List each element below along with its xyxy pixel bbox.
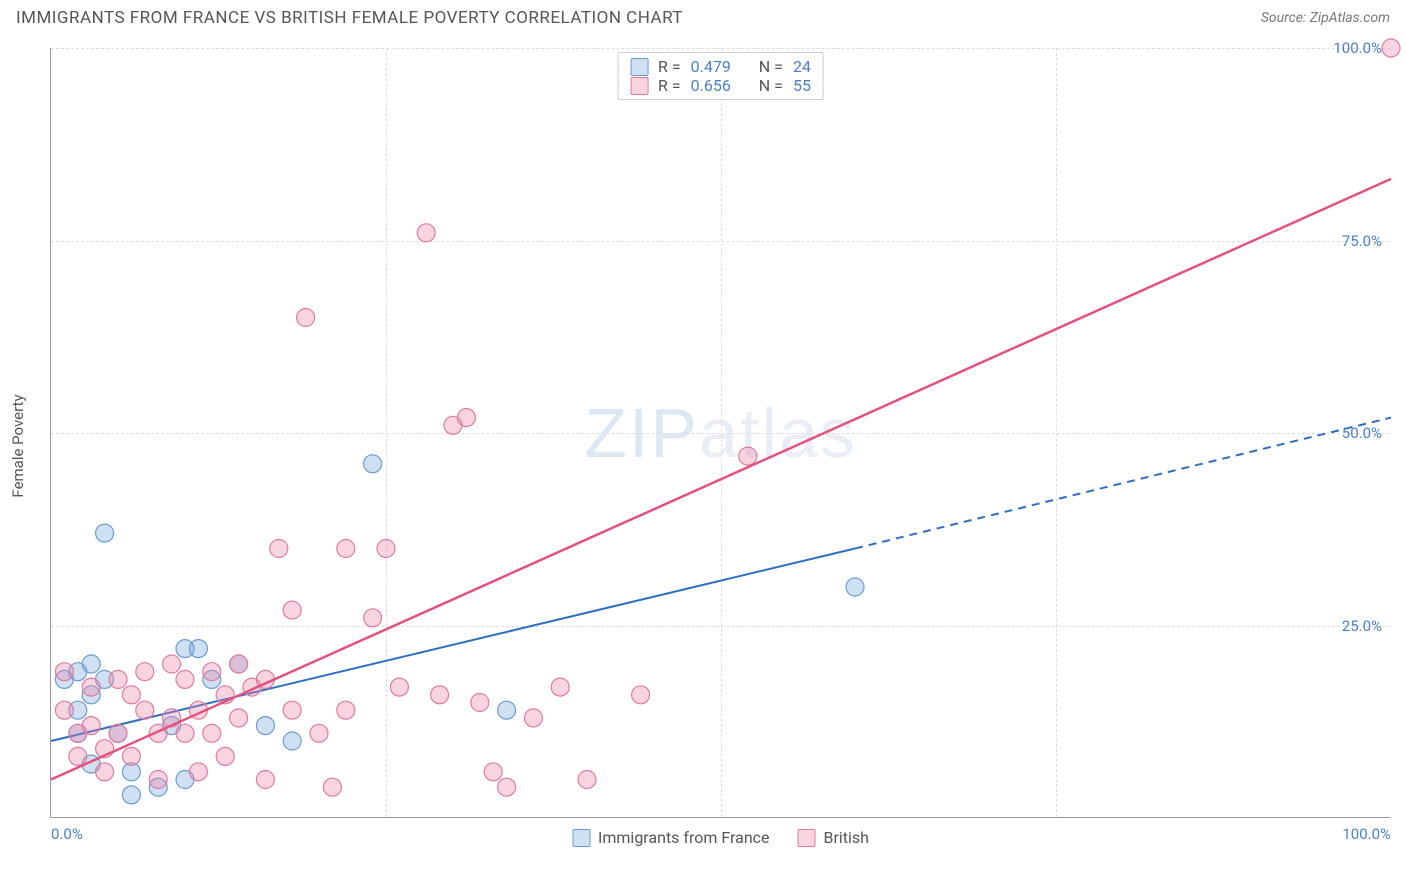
swatch-france-icon <box>572 829 590 847</box>
legend-row-british: R = 0.656 N = 55 <box>630 76 811 95</box>
plot-area: ZIPatlas R = 0.479 N = 24 R = 0.656 N = … <box>50 48 1390 818</box>
source-credit: Source: ZipAtlas.com <box>1261 10 1390 26</box>
scatter-plot <box>51 48 1390 817</box>
legend-item-british: British <box>798 828 869 847</box>
legend-item-france: Immigrants from France <box>572 828 770 847</box>
y-axis-label: Female Poverty <box>9 394 27 497</box>
header: IMMIGRANTS FROM FRANCE VS BRITISH FEMALE… <box>0 0 1406 32</box>
correlation-legend: R = 0.479 N = 24 R = 0.656 N = 55 <box>617 52 824 100</box>
chart-title: IMMIGRANTS FROM FRANCE VS BRITISH FEMALE… <box>16 8 683 28</box>
swatch-british-icon <box>798 829 816 847</box>
series-legend: Immigrants from France British <box>572 828 869 847</box>
swatch-france <box>630 58 648 76</box>
legend-row-france: R = 0.479 N = 24 <box>630 57 811 76</box>
swatch-british <box>630 77 648 95</box>
